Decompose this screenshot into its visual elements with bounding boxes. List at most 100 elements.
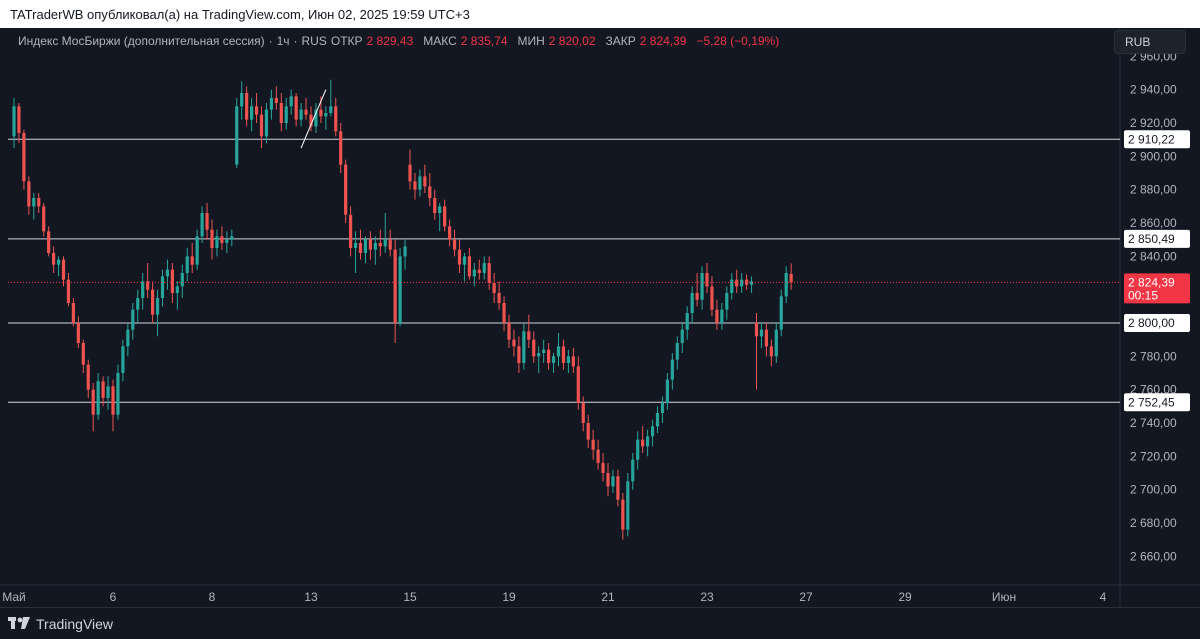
candle-body [650,426,655,437]
candle-body [388,239,392,250]
candle-body [497,293,501,303]
candle-body [86,364,90,390]
candle-body [690,293,694,313]
candle-body [606,473,610,487]
candle-body [205,213,209,230]
candle-body [81,343,85,365]
interval-label[interactable]: 1ч [276,34,290,48]
x-tick-label: 15 [403,590,417,604]
candle-body [17,106,21,133]
candle-body [245,93,249,120]
candle-body [136,298,140,310]
candle-body [259,114,264,137]
footer-brand: TradingView [36,615,114,632]
candle-body [353,243,358,248]
candle-body [655,413,660,427]
open-value: 2 829,43 [366,34,414,48]
candle-body [200,213,204,237]
candle-body [398,256,402,323]
candle-body [596,449,600,463]
candle-body [675,343,679,360]
exchange-label: RUS [301,34,327,48]
y-tick-label: 2 900,00 [1130,149,1177,163]
x-tick-label: 8 [209,590,216,604]
candle-body [621,499,625,530]
candle-body [56,259,61,265]
candle-body [551,356,556,363]
candle-body [155,298,160,315]
y-tick-label: 2 880,00 [1130,183,1177,197]
candle-body [393,249,397,323]
candle-body [408,164,412,182]
candle-body [294,96,298,120]
y-tick-label: 2 920,00 [1130,116,1177,130]
candle-body [660,403,665,413]
y-tick-label: 2 740,00 [1130,416,1177,430]
candle-body [22,133,26,182]
price-chart[interactable]: 2 960,002 940,002 920,002 900,002 880,00… [0,28,1200,607]
x-tick-label: 6 [110,590,117,604]
x-tick-label: 13 [304,590,318,604]
candle-body [779,296,783,330]
candle-body [274,98,278,103]
candle-body [358,243,363,253]
candle-body [725,293,729,310]
candle-body [121,346,125,373]
candle-body [611,476,615,487]
candle-body [413,181,417,190]
open-label: ОТКР [330,34,363,48]
currency-button[interactable]: RUB [1114,30,1186,54]
low-label: МИН [517,34,545,48]
candle-body [487,263,491,283]
x-tick-label: 21 [601,590,615,604]
candle-body [37,198,41,207]
candle-body [314,109,318,127]
candle-body [467,256,471,277]
candle-body [433,198,437,213]
y-tick-label: 2 840,00 [1130,249,1177,263]
high-value: 2 835,74 [460,34,508,48]
symbol-name[interactable]: Индекс МосБиржи (дополнительная сессия) [18,34,265,48]
candle-body [418,176,422,190]
candle-body [457,249,462,265]
candle-body [507,323,511,340]
candle-body [462,256,467,265]
y-tick-label: 2 680,00 [1130,516,1177,530]
candle-body [363,239,368,253]
y-tick-label: 2 660,00 [1130,549,1177,563]
footer-bar: TradingView [0,607,1200,639]
candle-body [220,236,224,243]
symbol-legend: Индекс МосБиржи (дополнительная сессия) … [18,34,779,48]
candle-body [66,279,71,303]
candle-body [383,239,387,247]
candle-body [740,279,744,287]
level-price-tag [1124,314,1190,332]
candle-body [532,339,536,357]
candle-body [517,346,521,363]
x-tick-label: 19 [502,590,516,604]
candle-body [482,263,486,273]
candle-body [715,309,719,323]
candle-body [185,256,189,273]
candle-body [601,463,605,473]
candle-body [12,106,16,137]
y-tick-label: 2 780,00 [1130,349,1177,363]
trendline-drawing [300,89,327,149]
candle-body [571,356,575,367]
y-tick-label: 2 860,00 [1130,216,1177,230]
change-value: −5,28 (−0,19%) [696,34,780,48]
published-text: TATraderWB опубликовал(а) на TradingView… [10,6,470,22]
candle-body [438,206,442,213]
candle-body [749,281,754,285]
level-price-label: 2 910,22 [1128,132,1175,146]
candle-body [254,106,259,115]
candle-body [631,459,635,482]
candle-body [151,289,155,315]
candle-body [730,279,734,293]
x-tick-label: 23 [700,590,714,604]
candle-body [175,286,179,293]
tradingview-logo-icon [8,616,30,629]
low-value: 2 820,02 [548,34,596,48]
close-label: ЗАКР [605,34,636,48]
chart-container[interactable]: 2 960,00 2 940,00 2 920,00 2 900,00 2 880,00… [0,28,1200,607]
